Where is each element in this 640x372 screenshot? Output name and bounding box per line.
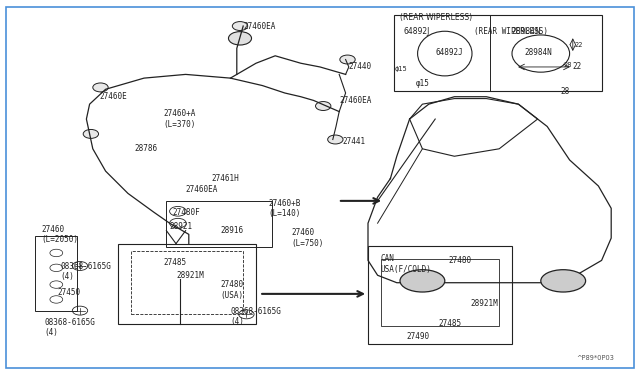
Text: 27460EA: 27460EA	[186, 185, 218, 194]
Text: 08368-6165G
(4): 08368-6165G (4)	[61, 262, 111, 281]
Circle shape	[93, 83, 108, 92]
Text: 27460EA: 27460EA	[243, 22, 276, 31]
Bar	[394, 15, 602, 91]
Text: 28786: 28786	[134, 144, 157, 153]
Text: 27460+A
(L=370): 27460+A (L=370)	[163, 109, 196, 129]
Text: 27485: 27485	[163, 258, 186, 267]
Text: 27485: 27485	[438, 319, 461, 328]
Bar	[166, 201, 272, 247]
Text: 28916: 28916	[221, 226, 244, 235]
Text: 22: 22	[573, 62, 582, 71]
Bar	[35, 236, 77, 311]
Text: 28921: 28921	[170, 222, 193, 231]
Text: ^P89*0P03: ^P89*0P03	[577, 355, 614, 361]
Text: 27460EA: 27460EA	[339, 96, 372, 105]
Text: 27460
(L=750): 27460 (L=750)	[291, 228, 324, 248]
Circle shape	[228, 32, 252, 45]
Text: ϕ15: ϕ15	[395, 67, 408, 73]
Circle shape	[340, 55, 355, 64]
Text: 64892J: 64892J	[435, 48, 463, 57]
Text: 27480F: 27480F	[173, 208, 200, 217]
Text: 27460
(L=2050): 27460 (L=2050)	[42, 225, 79, 244]
Circle shape	[83, 129, 99, 138]
Text: 27441: 27441	[342, 137, 365, 146]
Text: 27460+B
(L=140): 27460+B (L=140)	[269, 199, 301, 218]
Text: 28984N: 28984N	[512, 27, 541, 36]
Bar	[131, 251, 243, 314]
Text: 64892J: 64892J	[403, 27, 429, 36]
Text: 28921M: 28921M	[176, 271, 204, 280]
Bar	[381, 259, 499, 326]
Text: 22: 22	[575, 42, 583, 48]
Circle shape	[232, 22, 248, 31]
Text: 27480
(USA): 27480 (USA)	[221, 280, 244, 300]
Text: 08368-6165G
(4): 08368-6165G (4)	[230, 307, 281, 326]
Text: 08368-6165G
(4): 08368-6165G (4)	[45, 318, 95, 337]
Circle shape	[316, 102, 331, 110]
Text: (REAR WIPERLESS): (REAR WIPERLESS)	[400, 13, 472, 22]
Ellipse shape	[400, 270, 445, 292]
Text: 28984N: 28984N	[525, 48, 552, 57]
Ellipse shape	[541, 270, 586, 292]
Text: 27461H: 27461H	[211, 174, 239, 183]
Text: 27480: 27480	[448, 256, 471, 265]
Text: 28921M: 28921M	[470, 299, 498, 308]
Text: 28: 28	[563, 62, 572, 68]
Text: φ15: φ15	[416, 79, 430, 88]
Text: 27460E: 27460E	[99, 92, 127, 101]
Bar	[118, 244, 256, 324]
Text: 27490: 27490	[406, 332, 429, 341]
Text: (REAR WIPERLESS): (REAR WIPERLESS)	[474, 27, 548, 36]
Text: CAN
USA(F/COLD): CAN USA(F/COLD)	[381, 254, 431, 274]
Text: 27450: 27450	[58, 288, 81, 296]
Circle shape	[328, 135, 343, 144]
Text: 27440: 27440	[349, 62, 372, 71]
Bar	[368, 246, 512, 344]
Text: 28: 28	[560, 87, 569, 96]
